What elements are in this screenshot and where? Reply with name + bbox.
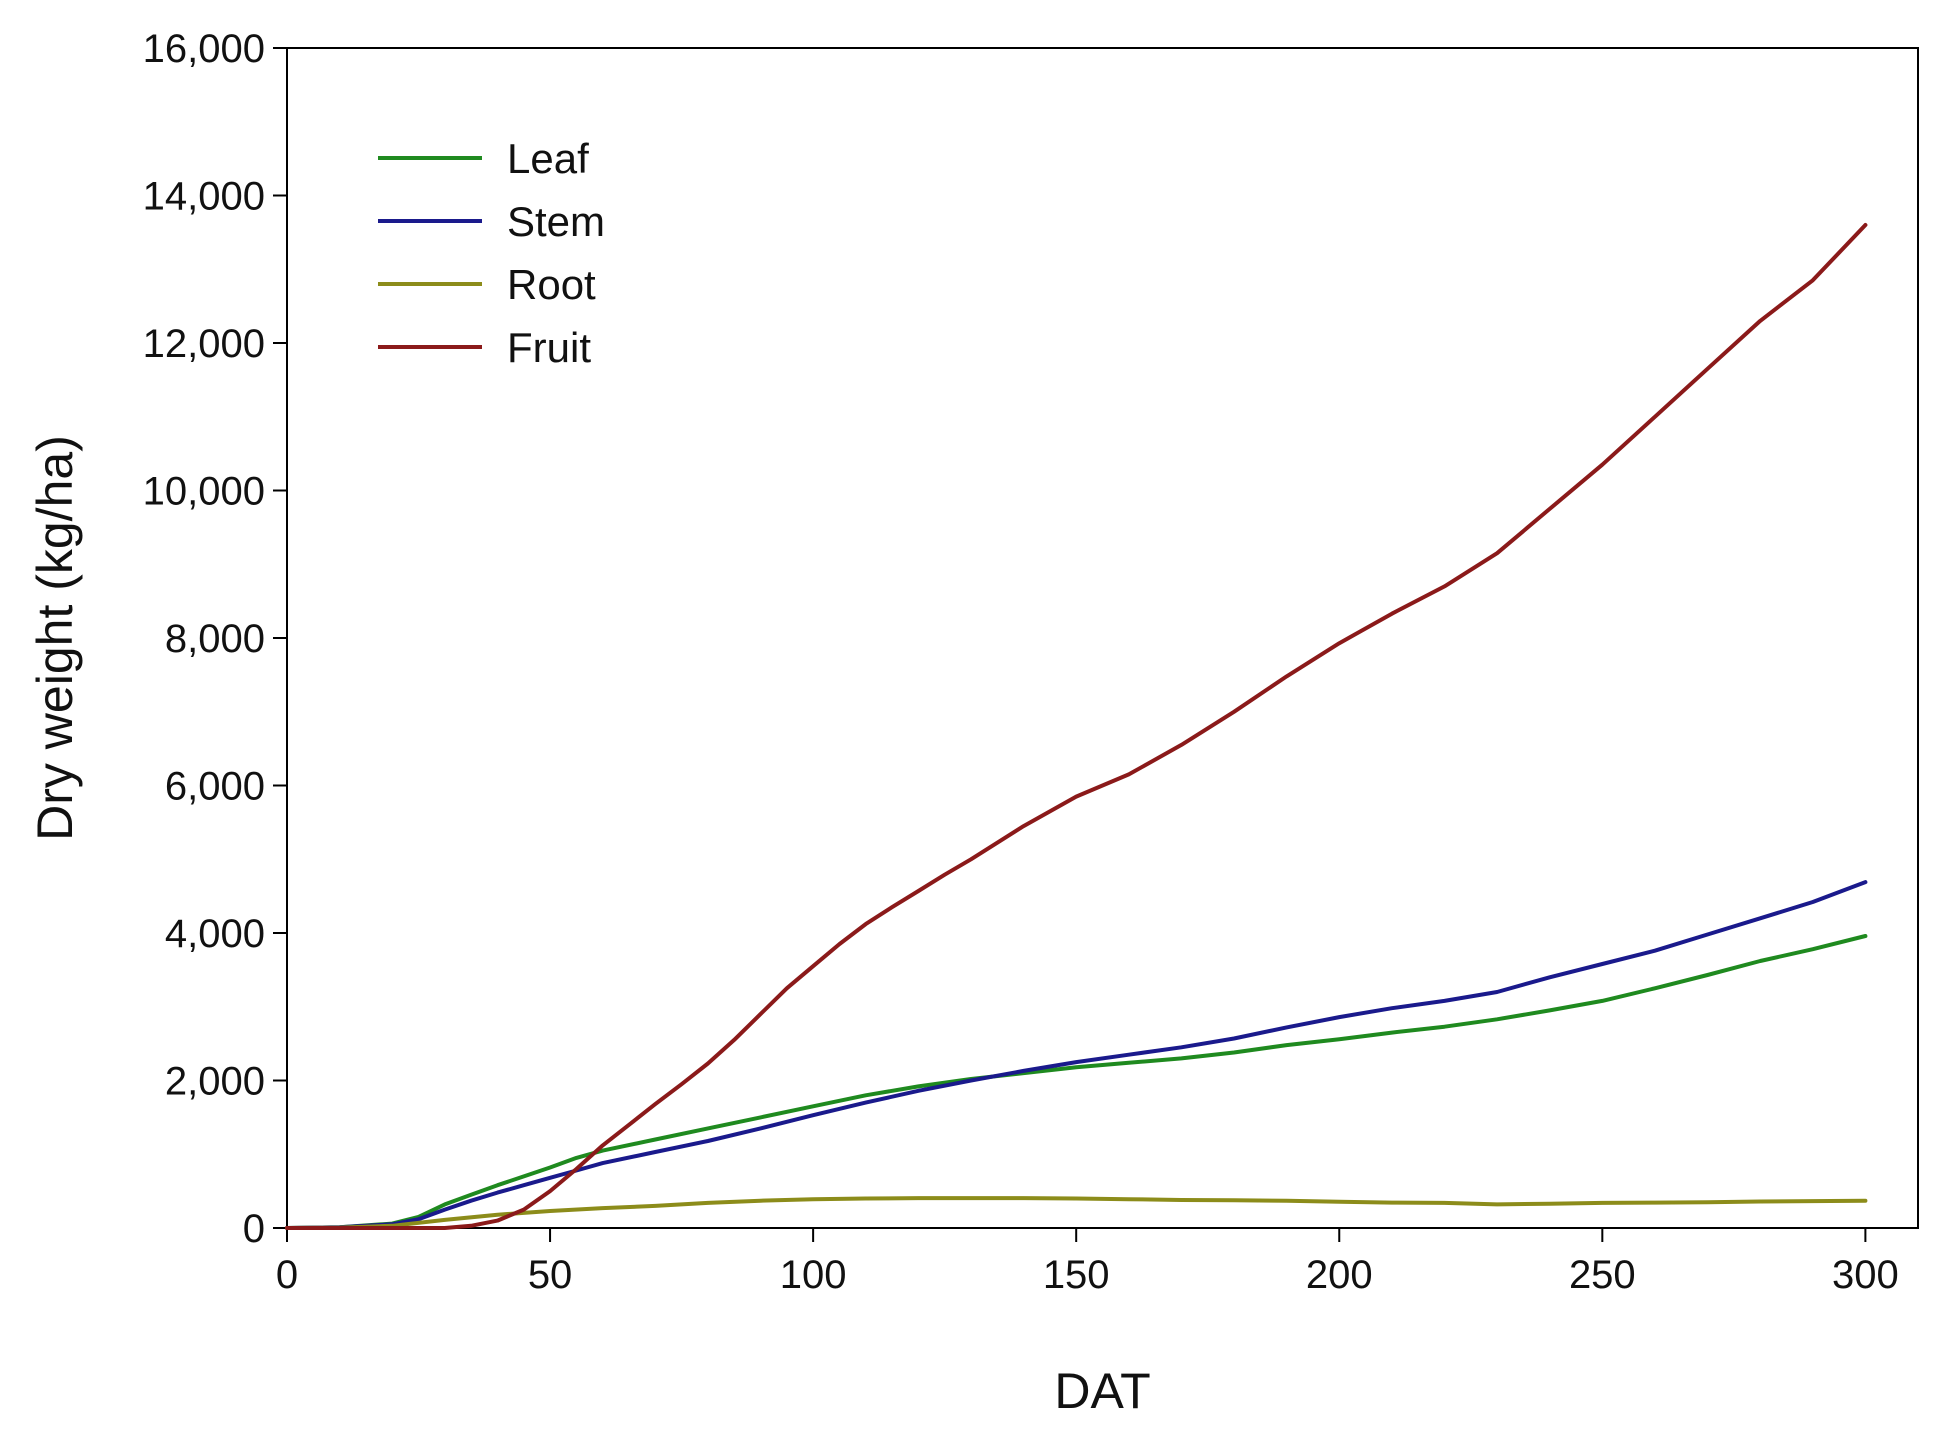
legend-label-root: Root (507, 261, 596, 308)
y-tick-label: 14,000 (143, 175, 265, 219)
y-tick-label: 10,000 (143, 470, 265, 514)
legend: Leaf Stem Root Fruit (378, 135, 605, 371)
x-tick-label: 200 (1306, 1253, 1373, 1297)
x-tick-label: 50 (528, 1253, 573, 1297)
series-line-fruit (285, 223, 1868, 1230)
x-tick-label: 100 (780, 1253, 847, 1297)
y-axis-ticks: 0 2,000 4,000 6,000 8,000 10,000 12,000 14,000 1… (143, 27, 287, 1251)
x-tick-label: 150 (1043, 1253, 1110, 1297)
y-tick-label: 2,000 (165, 1060, 265, 1104)
x-tick-label: 250 (1569, 1253, 1636, 1297)
y-axis-title: Dry weight (kg/ha) (27, 435, 83, 841)
series-line-root (285, 1196, 1868, 1230)
legend-label-stem: Stem (507, 198, 605, 245)
x-axis-ticks: 0 50 100 150 200 250 300 (276, 1228, 1899, 1297)
x-tick-label: 0 (276, 1253, 298, 1297)
y-tick-label: 0 (243, 1207, 265, 1251)
legend-label-fruit: Fruit (507, 324, 591, 371)
y-tick-label: 16,000 (143, 27, 265, 71)
legend-label-leaf: Leaf (507, 135, 589, 182)
series-line-stem (285, 880, 1868, 1230)
y-tick-label: 6,000 (165, 765, 265, 809)
series-layer (285, 223, 1868, 1230)
y-tick-label: 12,000 (143, 322, 265, 366)
x-axis-title: DAT (1054, 1363, 1150, 1419)
x-tick-label: 300 (1832, 1253, 1899, 1297)
y-tick-label: 8,000 (165, 617, 265, 661)
y-tick-label: 4,000 (165, 912, 265, 956)
